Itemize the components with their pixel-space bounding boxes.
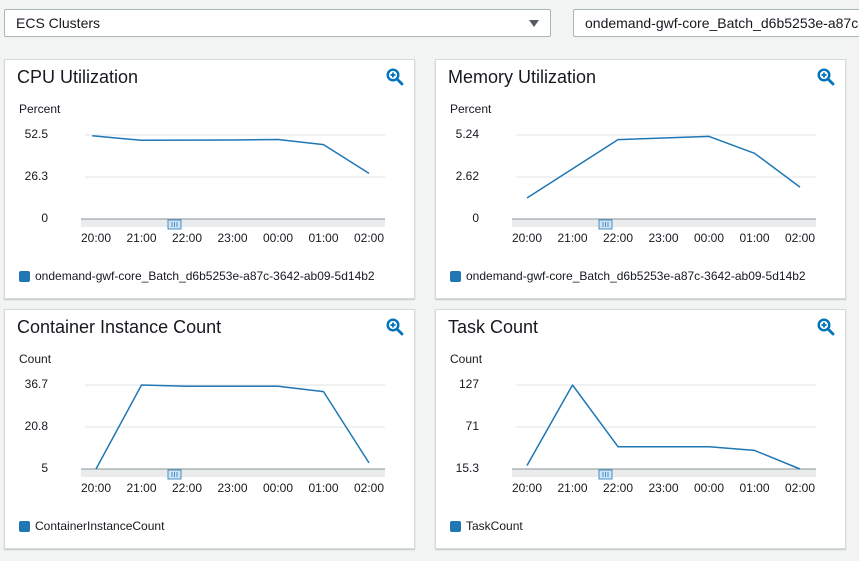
task-count-widget: Task Count Count 127 71 15.3 20:00 21:00 22:00 2…: [435, 309, 846, 549]
x-tick-label: 22:00: [602, 231, 634, 245]
line-chart[interactable]: [436, 60, 846, 299]
x-tick-label: 02:00: [784, 481, 816, 495]
legend-label: ContainerInstanceCount: [35, 519, 165, 533]
y-tick-label: 127: [458, 377, 479, 391]
memory-utilization-widget: Memory Utilization Percent 5.24 2.62 0 20:00 2…: [435, 59, 846, 299]
x-tick-label: 23:00: [648, 231, 679, 245]
y-tick-label: 5.24: [455, 127, 479, 141]
legend-item[interactable]: TaskCount: [450, 519, 523, 533]
series-line-containerinstancecount[interactable]: [95, 384, 370, 470]
y-tick-label: 0: [472, 211, 479, 225]
cpu-utilization-widget: CPU Utilization Percent 52.5 26.3 0 20:00 21:0…: [4, 59, 415, 299]
y-axis-unit-label: Count: [450, 352, 483, 366]
x-tick-label: 02:00: [784, 231, 816, 245]
y-tick-label: 26.3: [24, 169, 48, 183]
brush-handle[interactable]: [598, 469, 613, 480]
line-chart[interactable]: [5, 60, 415, 299]
legend-swatch: [19, 271, 30, 282]
y-tick-label: 15.3: [455, 461, 479, 475]
y-tick-label: 36.7: [24, 377, 48, 391]
x-tick-label: 01:00: [739, 231, 770, 245]
x-tick-label: 21:00: [557, 481, 588, 495]
y-tick-label: 0: [41, 211, 48, 225]
brush-handle[interactable]: [167, 219, 182, 230]
legend-label: ondemand-gwf-core_Batch_d6b5253e-a87c-36…: [466, 269, 806, 283]
line-chart[interactable]: [436, 310, 846, 549]
series-line-taskcount[interactable]: [526, 384, 801, 470]
x-tick-label: 01:00: [739, 481, 770, 495]
x-tick-label: 21:00: [126, 481, 157, 495]
legend-swatch: [450, 521, 461, 532]
x-tick-label: 23:00: [217, 481, 248, 495]
x-tick-label: 01:00: [308, 231, 339, 245]
x-tick-label: 22:00: [602, 481, 634, 495]
legend-item[interactable]: ContainerInstanceCount: [19, 519, 164, 533]
x-tick-label: 02:00: [353, 231, 385, 245]
x-tick-label: 22:00: [171, 481, 203, 495]
legend-swatch: [450, 271, 461, 282]
legend-swatch: [19, 521, 30, 532]
x-tick-label: 20:00: [511, 231, 543, 245]
x-tick-label: 00:00: [693, 481, 725, 495]
y-tick-label: 2.62: [455, 169, 479, 183]
widget-title: Container Instance Count: [17, 317, 222, 337]
time-range-track: [81, 219, 385, 227]
x-tick-label: 22:00: [171, 231, 203, 245]
x-tick-label: 01:00: [308, 481, 339, 495]
widget-title: Task Count: [448, 317, 539, 337]
legend-item[interactable]: ondemand-gwf-core_Batch_d6b5253e-a87c-36…: [19, 269, 375, 283]
legend-item[interactable]: ondemand-gwf-core_Batch_d6b5253e-a87c-36…: [450, 269, 806, 283]
x-tick-label: 00:00: [262, 231, 294, 245]
x-tick-label: 21:00: [557, 231, 588, 245]
cluster-select-value: ondemand-gwf-core_Batch_d6b5253e-a87c-36…: [585, 15, 859, 31]
x-tick-label: 00:00: [262, 481, 294, 495]
service-select-value: ECS Clusters: [16, 15, 101, 31]
x-tick-label: 21:00: [126, 231, 157, 245]
y-tick-label: 5: [41, 461, 48, 475]
container-instance-count-widget: Container Instance Count Count 36.7 20.8 5 20…: [4, 309, 415, 549]
time-range-track: [512, 469, 816, 477]
y-tick-label: 71: [465, 419, 479, 433]
x-tick-label: 23:00: [648, 481, 679, 495]
brush-handle[interactable]: [598, 219, 613, 230]
time-range-track: [81, 469, 385, 477]
x-tick-label: 20:00: [80, 231, 112, 245]
x-tick-label: 20:00: [511, 481, 543, 495]
cluster-select[interactable]: ondemand-gwf-core_Batch_d6b5253e-a87c-36…: [573, 9, 859, 37]
zoom-in-icon[interactable]: [817, 318, 835, 336]
y-tick-label: 20.8: [24, 419, 48, 433]
series-line-ondemand-gwf-core-batch-d6b5253e-a87c-3642-ab09-5d14b2[interactable]: [526, 135, 801, 199]
y-axis-unit-label: Percent: [450, 102, 492, 116]
chevron-down-icon: [529, 20, 539, 27]
legend-label: ondemand-gwf-core_Batch_d6b5253e-a87c-36…: [35, 269, 375, 283]
x-tick-label: 02:00: [353, 481, 385, 495]
line-chart[interactable]: [5, 310, 415, 549]
y-axis-unit-label: Percent: [19, 102, 61, 116]
x-tick-label: 20:00: [80, 481, 112, 495]
x-tick-label: 23:00: [217, 231, 248, 245]
service-select[interactable]: ECS Clusters: [4, 9, 551, 37]
time-range-track: [512, 219, 816, 227]
brush-handle[interactable]: [167, 469, 182, 480]
zoom-in-icon[interactable]: [817, 68, 835, 86]
widget-title: CPU Utilization: [17, 67, 139, 87]
zoom-in-icon[interactable]: [386, 318, 404, 336]
x-tick-label: 00:00: [693, 231, 725, 245]
y-tick-label: 52.5: [24, 127, 48, 141]
zoom-in-icon[interactable]: [386, 68, 404, 86]
legend-label: TaskCount: [466, 519, 523, 533]
widget-title: Memory Utilization: [448, 67, 597, 87]
y-axis-unit-label: Count: [19, 352, 52, 366]
series-line-ondemand-gwf-core-batch-d6b5253e-a87c-3642-ab09-5d14b2[interactable]: [92, 135, 370, 175]
